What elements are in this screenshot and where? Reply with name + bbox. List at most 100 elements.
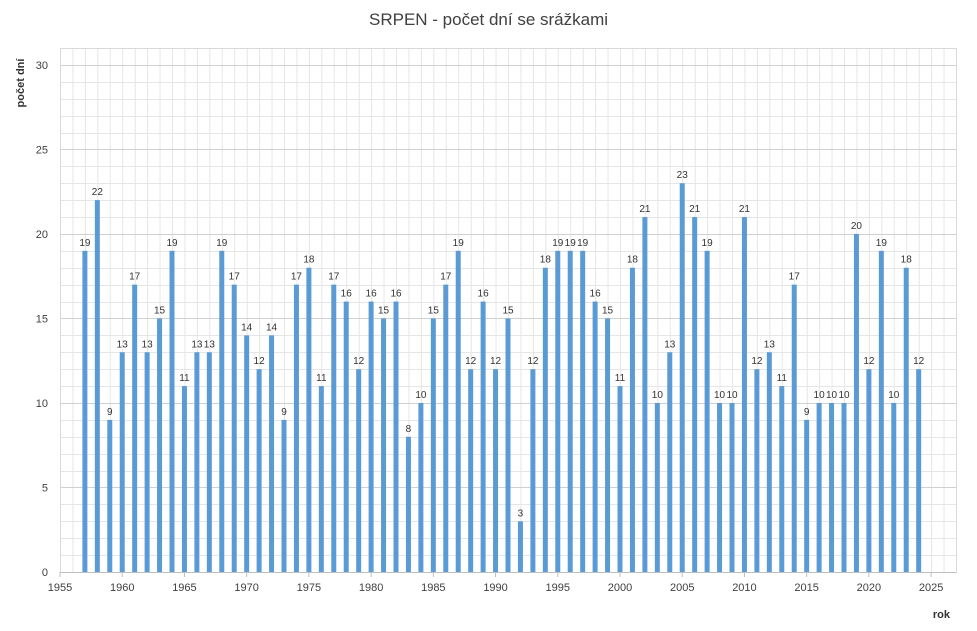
bar [580, 250, 586, 572]
bar [866, 369, 872, 572]
data-label: 12 [465, 356, 477, 367]
data-label: 12 [751, 356, 763, 367]
data-label: 10 [726, 390, 738, 401]
bar [405, 436, 411, 572]
bar [555, 250, 561, 572]
y-tick-label: 10 [36, 398, 48, 410]
data-label: 15 [154, 305, 166, 316]
x-axis-title: rok [933, 609, 951, 621]
x-tick-label: 1985 [421, 582, 445, 594]
data-label: 16 [366, 289, 378, 300]
data-label: 3 [518, 508, 524, 519]
bar [517, 521, 523, 572]
bar [717, 402, 723, 572]
data-label: 18 [627, 255, 639, 266]
bar [256, 369, 262, 572]
bar [542, 267, 548, 572]
y-tick-label: 0 [42, 567, 48, 579]
bar [853, 233, 859, 572]
bar [629, 267, 635, 572]
data-label: 10 [814, 390, 826, 401]
bar [343, 301, 349, 572]
data-label: 16 [390, 289, 402, 300]
x-tick-label: 2000 [608, 582, 632, 594]
data-label: 17 [291, 272, 303, 283]
bar [418, 402, 424, 572]
data-label: 14 [266, 322, 278, 333]
data-label: 15 [602, 305, 614, 316]
bars [82, 183, 922, 572]
data-label: 14 [241, 322, 253, 333]
x-tick-label: 2025 [919, 582, 943, 594]
x-tick-label: 1960 [110, 582, 134, 594]
bar [704, 250, 710, 572]
bar [667, 352, 673, 572]
data-label: 19 [702, 238, 714, 249]
data-label: 13 [664, 339, 676, 350]
bar [654, 402, 660, 572]
data-label: 21 [739, 204, 751, 215]
x-tick-label: 1965 [172, 582, 196, 594]
data-label: 19 [166, 238, 178, 249]
data-label: 11 [777, 373, 788, 384]
bar [605, 318, 611, 572]
data-label: 15 [502, 305, 514, 316]
bar [916, 369, 922, 572]
x-tick-label: 1955 [48, 582, 72, 594]
bar [741, 217, 747, 572]
data-label: 13 [764, 339, 776, 350]
x-tick-label: 1970 [234, 582, 258, 594]
data-label: 10 [415, 390, 427, 401]
bar [94, 200, 100, 572]
data-label: 13 [204, 339, 216, 350]
data-label: 12 [353, 356, 365, 367]
bar [804, 419, 810, 572]
data-label: 18 [303, 255, 315, 266]
data-label: 17 [440, 272, 452, 283]
data-label: 8 [406, 424, 412, 435]
bar [791, 284, 797, 572]
bar [493, 369, 499, 572]
bar [816, 402, 822, 572]
x-tick-label: 2005 [670, 582, 694, 594]
data-label: 19 [216, 238, 228, 249]
x-tick-label: 2020 [857, 582, 881, 594]
data-label: 20 [851, 221, 863, 232]
data-label: 13 [142, 339, 154, 350]
data-label: 10 [714, 390, 726, 401]
data-label: 11 [316, 373, 327, 384]
data-label: 19 [453, 238, 465, 249]
data-label: 10 [888, 390, 900, 401]
data-label: 15 [428, 305, 440, 316]
data-label: 21 [639, 204, 651, 215]
data-label: 12 [490, 356, 502, 367]
bar [841, 402, 847, 572]
bar [281, 419, 287, 572]
x-tick-label: 1975 [297, 582, 321, 594]
x-tick-label: 1995 [546, 582, 570, 594]
data-label: 10 [652, 390, 664, 401]
bar [331, 284, 337, 572]
data-label: 12 [527, 356, 539, 367]
bar [169, 250, 175, 572]
bar [194, 352, 200, 572]
bar [231, 284, 237, 572]
bar [269, 335, 275, 572]
data-label: 19 [565, 238, 577, 249]
x-tick-label: 1990 [483, 582, 507, 594]
data-label: 22 [92, 187, 104, 198]
bar [891, 402, 897, 572]
data-label: 19 [79, 238, 91, 249]
bar [530, 369, 536, 572]
data-label: 13 [117, 339, 129, 350]
data-label: 17 [789, 272, 801, 283]
x-tick-label: 2015 [794, 582, 818, 594]
data-label: 18 [540, 255, 552, 266]
bar [829, 402, 835, 572]
data-label: 17 [229, 272, 241, 283]
bar [567, 250, 573, 572]
data-label: 11 [615, 373, 626, 384]
x-tick-label: 1980 [359, 582, 383, 594]
data-label: 12 [863, 356, 875, 367]
